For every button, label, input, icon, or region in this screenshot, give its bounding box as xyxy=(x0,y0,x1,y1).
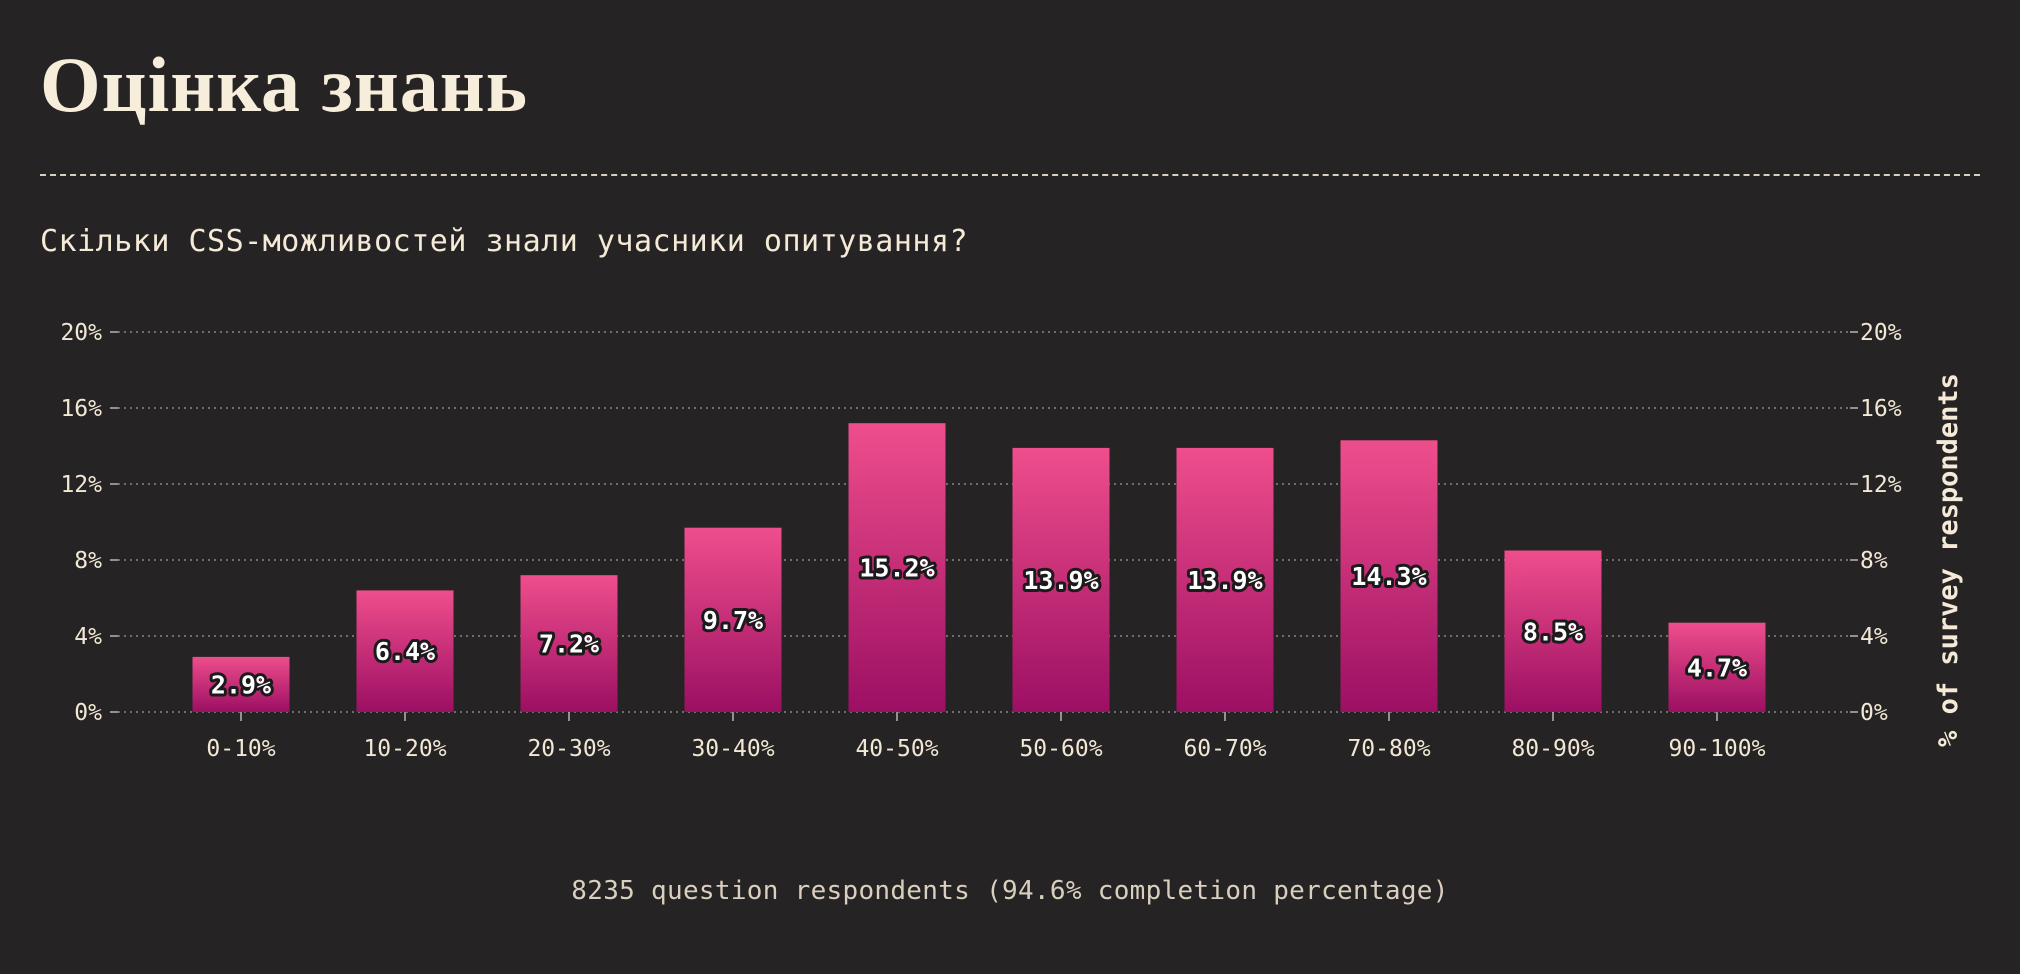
x-tick-label: 20-30% xyxy=(527,736,610,762)
bar xyxy=(1340,440,1438,712)
x-tick-label: 90-100% xyxy=(1669,736,1766,762)
y-tick-label-left: 16% xyxy=(60,396,102,422)
bar-value-label: 13.9% xyxy=(1023,566,1098,595)
bar-value-labels: 2.9% 6.4% 7.2% 9.7% 15.2% 13.9% 13.9% 14.3% 8.5%… xyxy=(208,551,1750,703)
y-tick-label-right: 0% xyxy=(1860,700,1888,726)
y-tick-label-left: 20% xyxy=(60,320,102,346)
title-divider xyxy=(40,174,1980,176)
bar-value-label: 8.5% xyxy=(1523,617,1583,646)
x-tick-label: 80-90% xyxy=(1511,736,1594,762)
bar xyxy=(1176,447,1274,712)
x-tick-label: 70-80% xyxy=(1347,736,1430,762)
y-tick-label-left: 0% xyxy=(74,700,102,726)
y-tick-label-right: 4% xyxy=(1860,624,1888,650)
bar xyxy=(1504,550,1602,712)
y-axis-right: 0% 4% 8% 12% 16% 20% xyxy=(1850,320,1902,726)
bar xyxy=(1668,622,1766,712)
chart-subtitle: Скільки CSS-можливостей знали учасники о… xyxy=(40,224,969,259)
y-tick-label-right: 20% xyxy=(1860,320,1902,346)
bar xyxy=(684,527,782,712)
y-tick-label-right: 8% xyxy=(1860,548,1888,574)
bar-value-label: 4.7% xyxy=(1687,653,1747,682)
bar-value-label: 9.7% xyxy=(703,606,763,635)
bars xyxy=(192,423,1766,712)
bar xyxy=(192,656,290,712)
bar-value-label: 2.9% xyxy=(211,670,271,699)
y-tick-label-left: 12% xyxy=(60,472,102,498)
x-tick-label: 60-70% xyxy=(1183,736,1266,762)
bar-value-label: 15.2% xyxy=(859,554,934,583)
x-tick-label: 10-20% xyxy=(363,736,446,762)
bar xyxy=(520,575,618,712)
x-axis: 0-10% 10-20% 20-30% 30-40% 40-50% 50-60% 60-70… xyxy=(206,712,1766,762)
y-axis-title: % of survey respondents xyxy=(1933,373,1964,747)
bar-value-label: 13.9% xyxy=(1187,566,1262,595)
respondents-note: 8235 question respondents (94.6% complet… xyxy=(571,876,1449,906)
page-title: Оцінка знань xyxy=(40,41,528,128)
bar-value-label: 7.2% xyxy=(539,630,599,659)
y-tick-label-left: 8% xyxy=(74,548,102,574)
x-tick-label: 50-60% xyxy=(1019,736,1102,762)
x-tick-label: 40-50% xyxy=(855,736,938,762)
bar xyxy=(1012,447,1110,712)
y-tick-label-right: 12% xyxy=(1860,472,1902,498)
x-tick-label: 30-40% xyxy=(691,736,774,762)
y-tick-label-left: 4% xyxy=(74,624,102,650)
y-axis-left: 0% 4% 8% 12% 16% 20% xyxy=(60,320,118,726)
y-tick-label-right: 16% xyxy=(1860,396,1902,422)
x-tick-label: 0-10% xyxy=(206,736,275,762)
bar-value-label: 14.3% xyxy=(1351,562,1426,591)
bar xyxy=(356,590,454,712)
bar-value-label: 6.4% xyxy=(375,637,435,666)
bar xyxy=(848,423,946,712)
